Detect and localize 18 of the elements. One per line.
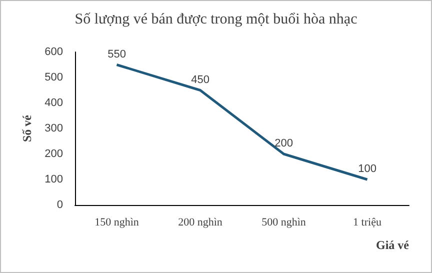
x-tick-label: 500 nghìn (262, 216, 306, 228)
x-tick-label: 1 triệu (353, 216, 382, 228)
x-tick-label: 200 nghìn (178, 216, 223, 228)
y-tick-label: 200 (44, 148, 63, 160)
y-tick-label: 600 (44, 46, 63, 58)
y-tick-label: 300 (44, 122, 63, 134)
chart-title: Số lượng vé bán được trong một buổi hòa nhạc (74, 12, 358, 28)
x-axis-title: Giá vé (376, 238, 410, 252)
y-tick-label: 400 (44, 97, 63, 109)
data-label: 200 (274, 138, 293, 150)
y-tick-label: 100 (44, 174, 63, 186)
y-tick-label: 0 (56, 199, 63, 211)
y-axis-title: Số vé (20, 114, 34, 142)
x-tick-label: 150 nghìn (94, 216, 140, 228)
data-label: 100 (358, 163, 376, 175)
data-label: 450 (191, 74, 210, 86)
data-label: 550 (108, 48, 126, 60)
y-tick-label: 500 (44, 72, 63, 84)
